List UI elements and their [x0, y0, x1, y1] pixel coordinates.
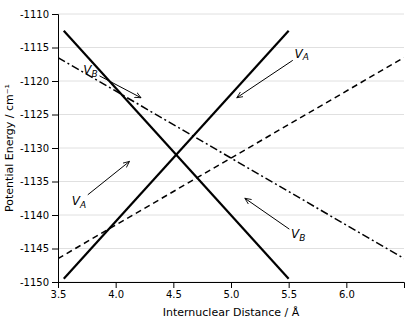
tick-label: 5.5 [281, 289, 297, 300]
axis-line [52, 15, 59, 283]
tick-mark [52, 249, 58, 250]
tick-label: 4.0 [108, 289, 124, 300]
y-axis: -1150 -1145 -1140 -1135 -1130 -1125 -1120 -1115… [20, 9, 59, 288]
tick-label: 3.5 [51, 289, 67, 300]
tick: 4.5 [166, 282, 182, 300]
annotation-arrow [237, 60, 293, 97]
tick: -1140 [20, 210, 58, 221]
tick-label: -1110 [20, 9, 49, 20]
plot-area [58, 31, 404, 279]
annotations: VA VB VA VB [72, 47, 309, 244]
grid-line [58, 148, 404, 149]
tick-mark [52, 48, 58, 49]
tick-mark [116, 282, 117, 288]
tick-mark [346, 282, 347, 288]
y-axis-title: Potential Energy / cm⁻¹ [3, 84, 16, 212]
tick-mark [52, 282, 58, 283]
tick-mark [52, 148, 58, 149]
axis-line [59, 283, 405, 289]
tick: -1120 [20, 76, 58, 87]
line [64, 31, 289, 279]
tick: 5.0 [224, 282, 240, 300]
grid [58, 14, 404, 282]
chart: 3.54.04.55.05.56.0-1150-1145-1140-1135-1… [0, 0, 420, 324]
tick-mark [289, 282, 290, 288]
tick-mark [173, 282, 174, 288]
grid-line [58, 14, 404, 15]
annotation-arrow [100, 76, 141, 98]
tick: 5.5 [281, 282, 297, 300]
tick-label: -1140 [20, 210, 49, 221]
tick-mark [52, 215, 58, 216]
tick-mark [52, 182, 58, 183]
annotation: VA [72, 194, 86, 210]
tick-label: -1115 [20, 42, 49, 53]
tick: 6.0 [339, 282, 355, 300]
line [64, 31, 289, 279]
tick-mark [231, 282, 232, 288]
tick-mark [52, 81, 58, 82]
x-axis-title: Internuclear Distance / Å [163, 306, 300, 319]
x-axis: 3.5 4.0 4.5 5.0 5.5 6.0 [51, 282, 405, 300]
line [58, 58, 404, 259]
grid-line [58, 114, 404, 115]
grid-line [58, 47, 404, 48]
grid-line [58, 248, 404, 249]
annotation: VB [291, 227, 305, 243]
tick-label: -1150 [20, 277, 49, 288]
tick: -1110 [20, 9, 58, 20]
tick-label: -1120 [20, 76, 49, 87]
annotation: VA [294, 47, 308, 63]
tick-label: -1145 [20, 243, 49, 254]
tick-label: -1130 [20, 143, 49, 154]
tick-label: -1135 [20, 176, 49, 187]
tick-label: 6.0 [339, 289, 355, 300]
tick: 3.5 [51, 282, 67, 300]
tick: -1150 [20, 277, 58, 288]
tick: -1145 [20, 243, 58, 254]
annotation-arrow [245, 198, 289, 229]
tick-label: -1125 [20, 109, 49, 120]
tick: -1125 [20, 109, 58, 120]
tick: -1135 [20, 176, 58, 187]
grid-line [58, 181, 404, 182]
tick: -1130 [20, 143, 58, 154]
tick: 4.0 [108, 282, 124, 300]
tick-mark [52, 115, 58, 116]
tick-mark [52, 14, 58, 15]
annotation-arrow [88, 161, 130, 194]
tick-label: 5.0 [224, 289, 240, 300]
annotation: VB [83, 63, 97, 79]
tick: -1115 [20, 42, 58, 53]
tick-label: 4.5 [166, 289, 182, 300]
line [58, 58, 404, 259]
